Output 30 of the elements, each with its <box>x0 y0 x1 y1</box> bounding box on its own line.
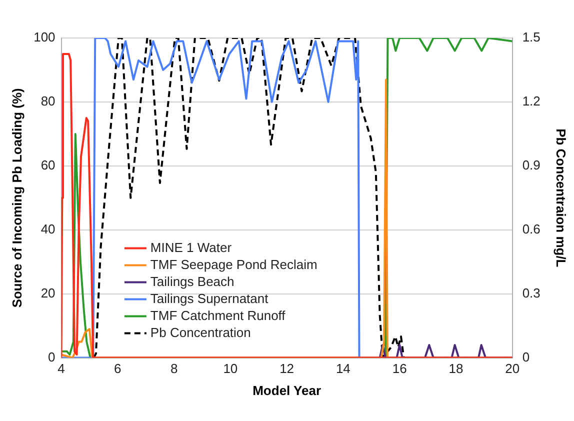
x-tick-label: 10 <box>223 361 238 376</box>
x-tick-label: 20 <box>505 361 520 376</box>
y2-axis-title: Pb Concentraion mg/L <box>554 128 569 268</box>
legend-label: MINE 1 Water <box>150 240 232 255</box>
y-tick-label: 0 <box>48 349 56 364</box>
y-tick-label: 60 <box>40 158 56 172</box>
x-tick-label: 12 <box>280 361 294 376</box>
legend-label: TMF Seepage Pond Reclaim <box>150 256 318 272</box>
y2-tick-label: 0.6 <box>522 221 540 236</box>
x-tick-label: 6 <box>114 361 122 376</box>
legend-label: Tailings Beach <box>150 274 234 289</box>
y2-tick-label: 1.2 <box>522 94 540 109</box>
legend-label: Pb Concentration <box>150 324 251 340</box>
x-tick-label: 8 <box>170 361 178 376</box>
y-tick-label: 80 <box>40 94 56 109</box>
x-tick-label: 14 <box>336 361 350 376</box>
x-tick-label: 4 <box>58 361 65 376</box>
y-tick-label: 100 <box>34 30 56 45</box>
x-tick-label: 18 <box>448 361 464 376</box>
legend-label: Tailings Supernatant <box>150 290 269 306</box>
y2-tick-label: 1.5 <box>522 30 540 45</box>
y2-tick-label: 0 <box>522 349 530 364</box>
y2-tick-label: 0.9 <box>522 158 540 172</box>
y-tick-label: 20 <box>40 285 56 300</box>
y-axis-title: Source of Incoming Pb Loading (%) <box>9 88 24 308</box>
x-axis-title: Model Year <box>252 382 322 398</box>
legend-label: TMF Catchment Runoff <box>150 308 286 323</box>
y2-tick-label: 0.3 <box>522 285 540 300</box>
x-tick-label: 16 <box>392 361 407 376</box>
y-tick-label: 40 <box>40 221 56 236</box>
